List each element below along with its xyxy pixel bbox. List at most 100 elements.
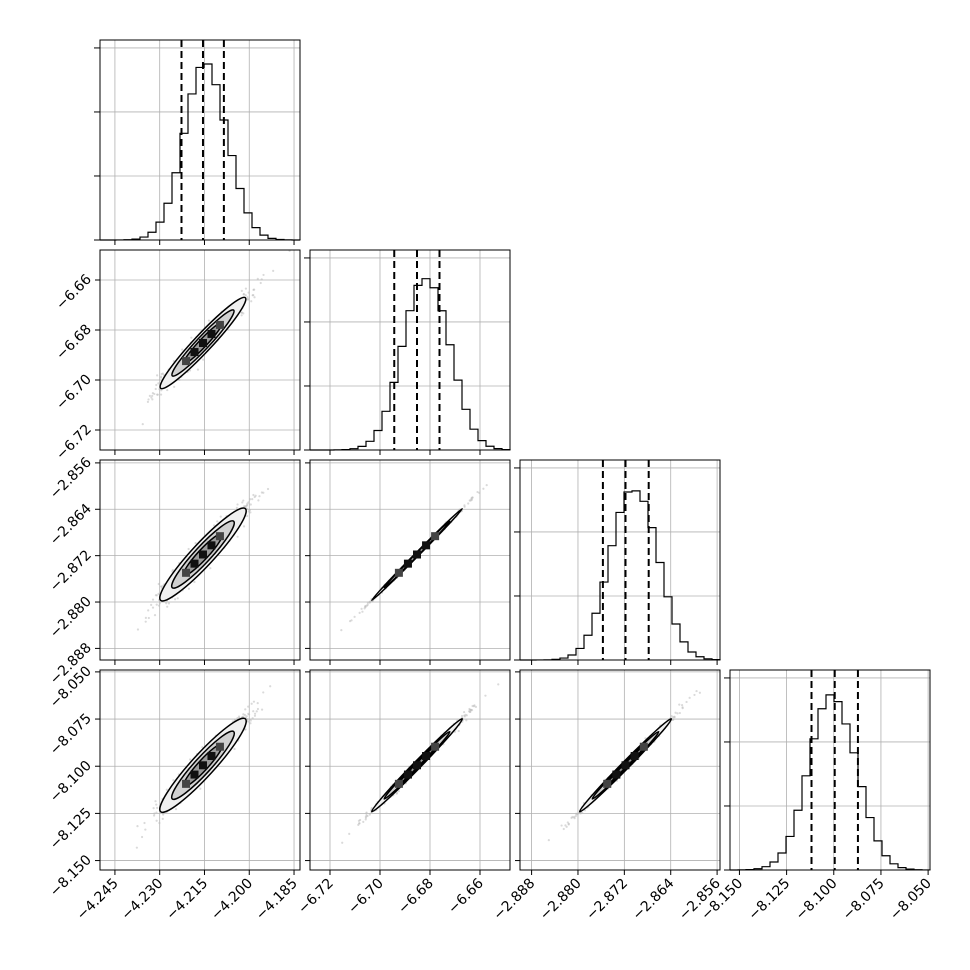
sample-point: [562, 827, 565, 831]
sample-point: [256, 702, 259, 705]
sample-point: [482, 487, 485, 490]
sample-point: [685, 700, 688, 704]
sample-point: [485, 483, 488, 487]
x-tick-label: −2.872: [583, 876, 631, 924]
sample-point: [366, 601, 369, 604]
sample-point: [141, 423, 144, 426]
sample-point: [171, 569, 174, 572]
sample-point: [151, 398, 154, 401]
sample-point: [368, 813, 371, 816]
sample-point: [671, 718, 674, 721]
sample-point: [155, 603, 158, 606]
sample-point: [242, 525, 246, 528]
sample-point: [362, 820, 365, 823]
x-tick-label: −8.050: [887, 876, 935, 924]
density-cell: [182, 357, 191, 366]
sample-point: [360, 607, 363, 610]
sample-point: [155, 811, 158, 814]
x-tick-label: −8.075: [840, 876, 888, 924]
panel-frame: [309, 669, 511, 871]
x-tick-label: −4.185: [253, 876, 301, 924]
sample-point: [251, 498, 254, 501]
sample-point: [365, 811, 368, 814]
sample-point: [272, 269, 275, 272]
contour-group: [159, 507, 247, 602]
density-cell: [403, 559, 412, 568]
density-cell: [431, 742, 440, 751]
sample-point: [474, 705, 478, 708]
sample-point: [158, 602, 161, 605]
scatter-panel: [95, 459, 301, 665]
x-tick-label: −6.68: [395, 876, 437, 918]
sample-point: [260, 491, 263, 494]
sample-point: [156, 806, 159, 809]
x-tick-label: −4.200: [208, 876, 256, 924]
sample-point: [460, 714, 464, 718]
sample-point: [157, 582, 160, 586]
sample-point: [681, 706, 684, 709]
panel-frame: [99, 249, 301, 451]
sample-point: [246, 514, 249, 518]
sample-point: [173, 385, 176, 388]
sample-point: [166, 605, 169, 608]
sample-point: [566, 821, 569, 824]
sample-point: [244, 287, 248, 290]
histogram-step: [729, 694, 931, 871]
sample-point: [463, 505, 466, 508]
sample-point: [193, 580, 196, 584]
sample-point: [146, 400, 150, 403]
sample-point: [678, 703, 681, 706]
sample-point: [242, 312, 245, 315]
sample-point: [249, 719, 252, 722]
sample-point: [190, 336, 193, 339]
density-cell: [639, 742, 648, 751]
sample-point: [160, 389, 163, 392]
sample-point: [240, 311, 243, 314]
x-tick-label: −4.215: [163, 876, 211, 924]
sample-point: [143, 821, 146, 825]
density-cell: [190, 348, 199, 357]
sample-point: [249, 722, 252, 725]
sample-point: [576, 812, 579, 815]
sample-point: [250, 702, 253, 705]
sample-point: [144, 828, 147, 831]
sample-point: [262, 273, 265, 277]
density-cell: [182, 568, 191, 577]
sample-point: [255, 710, 258, 713]
sample-point: [152, 814, 156, 817]
sample-point: [567, 823, 570, 826]
sample-point: [249, 498, 252, 501]
y-tick-label: −6.70: [53, 372, 95, 414]
sample-point: [359, 818, 362, 822]
x-tick-label: −4.245: [74, 876, 122, 924]
sample-point: [246, 296, 249, 299]
sample-point: [260, 278, 263, 281]
y-tick-label: −2.872: [47, 547, 95, 595]
histogram-panel: [304, 249, 511, 455]
panel-frame: [519, 669, 721, 871]
sample-point: [693, 693, 696, 697]
sample-point: [244, 708, 247, 711]
density-cell: [612, 770, 621, 779]
sample-point: [471, 496, 474, 499]
sample-point: [150, 603, 153, 606]
density-cell: [198, 339, 207, 347]
sample-point: [155, 594, 158, 597]
sample-point: [144, 620, 147, 623]
sample-point: [161, 817, 164, 820]
density-cell: [603, 779, 612, 788]
sample-point: [160, 372, 163, 376]
density-cell: [207, 752, 216, 760]
scatter-panel: [95, 669, 301, 875]
x-tick-label: −8.100: [793, 876, 841, 924]
sample-point: [572, 816, 576, 819]
sample-point: [158, 821, 161, 825]
density-cell: [422, 752, 431, 760]
density-cell: [630, 752, 639, 760]
sample-point: [242, 713, 245, 716]
sample-point: [260, 708, 264, 711]
panel-frame: [519, 459, 721, 661]
sample-point: [156, 393, 159, 396]
sample-point: [242, 505, 246, 508]
sample-point: [247, 501, 250, 504]
